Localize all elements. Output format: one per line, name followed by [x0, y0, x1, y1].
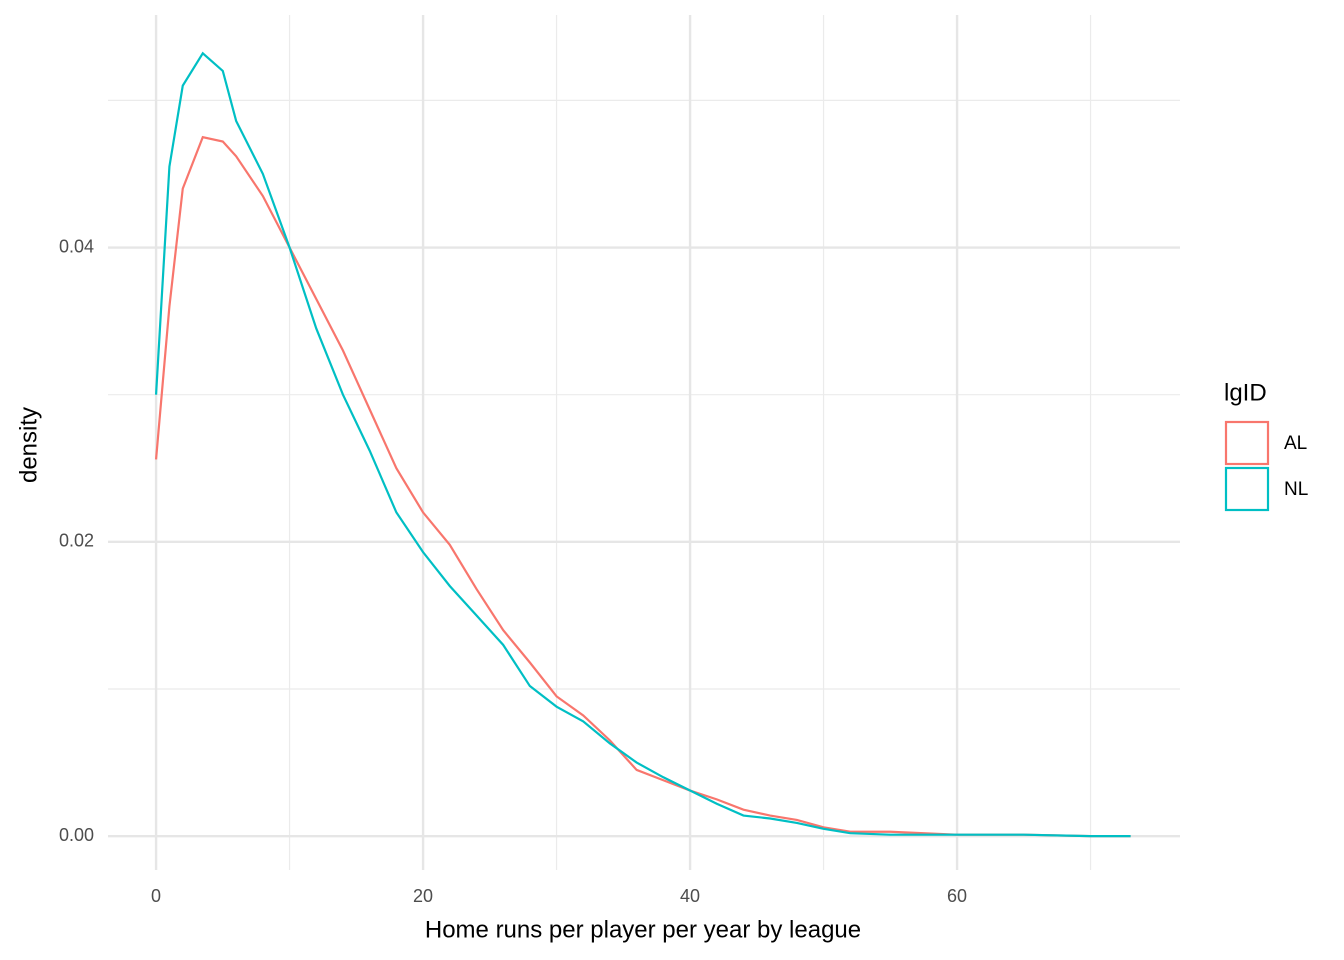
legend-key: [1224, 420, 1270, 466]
y-tick-label: 0.02: [59, 531, 94, 551]
legend-title: lgID: [1224, 379, 1267, 406]
x-axis-title: Home runs per player per year by league: [425, 916, 861, 943]
y-tick-label: 0.04: [59, 236, 94, 256]
legend-key: [1224, 466, 1270, 512]
x-tick-label: 20: [413, 886, 433, 906]
legend-label: NL: [1284, 479, 1308, 500]
y-axis-title: density: [15, 407, 42, 483]
y-tick-label: 0.00: [59, 825, 94, 845]
x-tick-label: 0: [151, 886, 161, 906]
x-tick-label: 40: [680, 886, 700, 906]
density-line: [154, 51, 1131, 838]
x-tick-label: 60: [947, 886, 967, 906]
density-line: [154, 135, 1131, 838]
legend-label: AL: [1284, 433, 1307, 454]
